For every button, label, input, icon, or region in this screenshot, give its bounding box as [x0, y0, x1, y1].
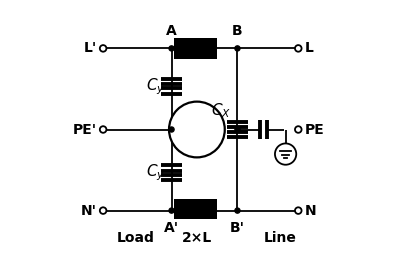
Text: A': A' — [164, 221, 179, 235]
Text: B: B — [232, 24, 243, 38]
Text: N: N — [305, 204, 316, 218]
Text: $C_X$: $C_X$ — [211, 101, 231, 120]
Text: 2×L: 2×L — [182, 232, 212, 246]
Bar — [173, 38, 217, 59]
Circle shape — [235, 127, 240, 132]
Circle shape — [235, 46, 240, 51]
Text: A: A — [166, 24, 177, 38]
Text: N': N' — [81, 204, 97, 218]
Circle shape — [169, 208, 174, 213]
Text: B': B' — [230, 221, 245, 235]
Circle shape — [100, 126, 106, 133]
Circle shape — [169, 127, 174, 132]
Circle shape — [100, 45, 106, 52]
Text: $C_y$: $C_y$ — [146, 162, 164, 183]
Bar — [173, 199, 217, 219]
Circle shape — [295, 126, 301, 133]
Circle shape — [169, 46, 174, 51]
Text: L: L — [305, 41, 313, 55]
Text: Load: Load — [117, 232, 155, 246]
Circle shape — [169, 102, 225, 157]
Text: L': L' — [83, 41, 97, 55]
Circle shape — [275, 143, 296, 165]
Circle shape — [235, 208, 240, 213]
Text: Line: Line — [264, 232, 297, 246]
Text: $C_y$: $C_y$ — [146, 76, 164, 97]
Circle shape — [100, 207, 106, 214]
Text: PE': PE' — [73, 123, 97, 136]
Circle shape — [295, 45, 301, 52]
Circle shape — [295, 207, 301, 214]
Text: PE: PE — [305, 123, 324, 136]
